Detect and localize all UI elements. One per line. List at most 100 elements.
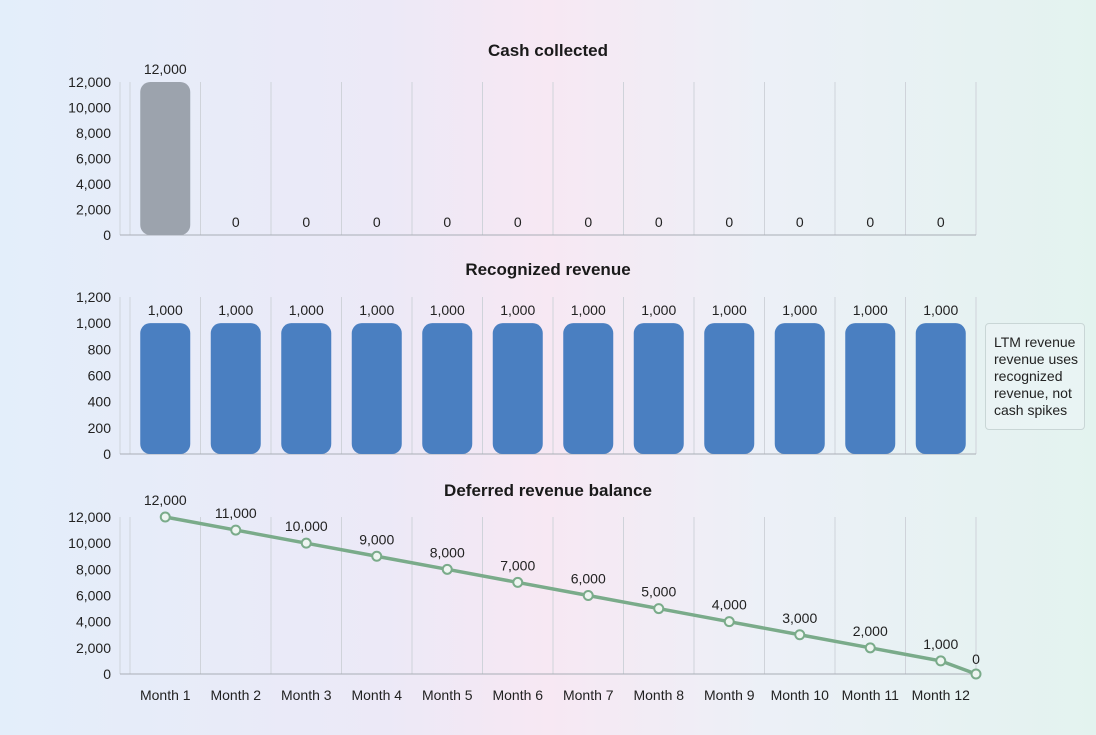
data-label: 8,000: [430, 544, 465, 560]
x-tick-label: Month 3: [281, 687, 332, 703]
data-label: 1,000: [359, 302, 394, 318]
x-tick-label: Month 1: [140, 687, 191, 703]
data-label: 1,000: [782, 302, 817, 318]
data-label: 1,000: [148, 302, 183, 318]
bar-month-4: [351, 323, 402, 454]
bar-month-3: [281, 323, 332, 454]
data-point: [794, 629, 806, 641]
annotation-box: LTM revenue revenue uses recognized reve…: [985, 323, 1085, 430]
bar-month-10: [774, 323, 825, 454]
data-point: [512, 576, 524, 588]
data-label: 3,000: [782, 610, 817, 626]
y-tick-label: 12,000: [68, 509, 111, 525]
bar-month-1: [140, 323, 191, 454]
data-label: 5,000: [641, 584, 676, 600]
y-tick-label: 4,000: [76, 176, 111, 192]
data-point: [582, 590, 594, 601]
data-point: [653, 603, 665, 615]
y-tick-label: 600: [88, 368, 112, 384]
y-tick-label: 8,000: [76, 125, 111, 141]
data-label: 0: [373, 214, 381, 230]
y-tick-label: 800: [88, 341, 112, 357]
data-label: 1,000: [571, 302, 606, 318]
y-tick-label: 2,000: [76, 202, 111, 218]
data-label: 1,000: [923, 636, 958, 652]
data-label: 0: [866, 214, 874, 230]
data-point: [300, 537, 312, 549]
data-label: 4,000: [712, 597, 747, 613]
bar-month-5: [422, 323, 473, 454]
y-tick-label: 6,000: [76, 588, 111, 604]
y-tick-label: 10,000: [68, 100, 111, 116]
data-label: 0: [725, 214, 733, 230]
series-line: [164, 515, 977, 676]
bar-month-1: [140, 82, 191, 235]
data-label: 1,000: [712, 302, 747, 318]
y-tick-label: 1,000: [76, 315, 111, 331]
data-label: 0: [514, 214, 522, 230]
data-point: [371, 550, 383, 562]
x-tick-label: Month 12: [912, 687, 971, 703]
y-tick-label: 200: [88, 420, 112, 436]
data-label: 0: [937, 214, 945, 230]
data-label: 9,000: [359, 531, 394, 547]
x-tick-label: Month 5: [422, 687, 473, 703]
data-point: [230, 524, 242, 536]
data-label: 1,000: [641, 302, 676, 318]
data-point: [723, 616, 735, 628]
data-label: 11,000: [215, 505, 257, 521]
data-label: 1,000: [430, 302, 465, 318]
data-label: 0: [584, 214, 592, 230]
data-label: 0: [972, 651, 980, 667]
data-label: 1,000: [218, 302, 253, 318]
data-label: 0: [302, 214, 310, 230]
data-point: [864, 642, 876, 654]
data-label: 12,000: [144, 61, 187, 77]
x-tick-label: Month 6: [492, 687, 543, 703]
y-tick-label: 0: [103, 227, 111, 243]
data-label: 0: [443, 214, 451, 230]
bar-month-11: [845, 323, 896, 454]
chart-title-1: Recognized revenue: [465, 260, 630, 279]
data-label: 1,000: [289, 302, 324, 318]
bar-month-9: [704, 323, 755, 454]
y-tick-label: 6,000: [76, 151, 111, 167]
data-point: [441, 563, 453, 575]
x-tick-label: Month 8: [633, 687, 684, 703]
x-tick-label: Month 2: [210, 687, 261, 703]
data-label: 1,000: [500, 302, 535, 318]
bar-month-6: [492, 323, 543, 454]
x-tick-label: Month 11: [842, 687, 900, 703]
y-tick-label: 8,000: [76, 561, 111, 577]
chart-title-0: Cash collected: [488, 41, 608, 60]
bar-month-2: [210, 323, 261, 454]
x-tick-label: Month 9: [704, 687, 755, 703]
data-point: [935, 655, 947, 667]
data-label: 7,000: [500, 557, 535, 573]
y-tick-label: 1,200: [76, 289, 111, 305]
y-tick-label: 0: [103, 446, 111, 462]
x-tick-label: Month 4: [351, 687, 402, 703]
data-label: 12,000: [144, 492, 187, 508]
data-label: 1,000: [923, 302, 958, 318]
y-tick-label: 4,000: [76, 614, 111, 630]
y-tick-label: 0: [103, 666, 111, 682]
data-point: [159, 511, 171, 523]
data-label: 0: [796, 214, 804, 230]
y-tick-label: 2,000: [76, 640, 111, 656]
data-label: 1,000: [853, 302, 888, 318]
y-tick-label: 400: [88, 394, 112, 410]
x-tick-label: Month 7: [563, 687, 614, 703]
data-label: 6,000: [571, 571, 606, 587]
chart-title-2: Deferred revenue balance: [444, 481, 652, 500]
y-tick-label: 12,000: [68, 74, 111, 90]
data-label: 0: [232, 214, 240, 230]
bar-month-8: [633, 323, 684, 454]
data-label: 0: [655, 214, 663, 230]
data-label: 10,000: [285, 518, 328, 534]
bar-month-7: [563, 323, 614, 454]
data-label: 2,000: [853, 623, 888, 639]
bar-month-12: [915, 323, 966, 454]
x-tick-label: Month 10: [771, 687, 830, 703]
